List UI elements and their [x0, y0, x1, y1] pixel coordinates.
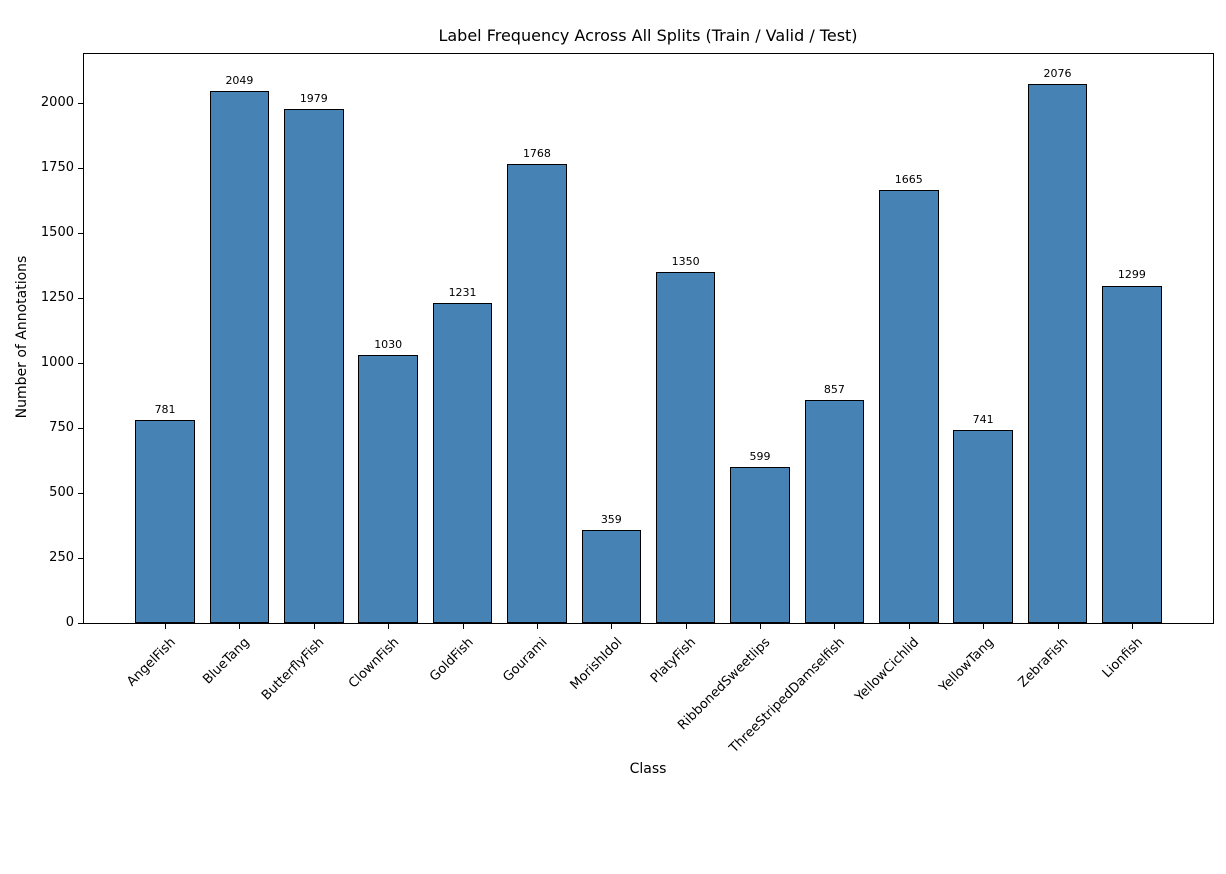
- x-tick-label: MorishIdol: [567, 635, 625, 693]
- x-tick-label: Lionfish: [1099, 635, 1146, 682]
- bar-value-label: 741: [972, 413, 994, 427]
- x-tick-label: YellowCichlid: [852, 635, 923, 705]
- bar-value-label: 2049: [225, 73, 254, 87]
- y-tick-label: 500: [49, 485, 74, 501]
- bar-YellowCichlid: [879, 190, 939, 623]
- x-tick-label: AngelFish: [124, 635, 179, 690]
- y-tick-mark: [78, 428, 83, 430]
- y-tick-label: 1500: [40, 225, 74, 241]
- y-tick-label: 750: [49, 420, 74, 436]
- bar-value-label: 599: [749, 450, 771, 464]
- bar-value-label: 1299: [1117, 268, 1146, 282]
- y-tick-label: 0: [65, 615, 74, 630]
- bar-Gourami: [507, 163, 567, 623]
- bar-MorishIdol: [581, 529, 642, 623]
- x-tick-label: GoldFish: [426, 635, 477, 685]
- x-tick-mark: [611, 624, 613, 629]
- bar-Lionfish: [1102, 285, 1162, 623]
- bar-ClownFish: [358, 355, 418, 623]
- bar-YellowTang: [953, 430, 1013, 623]
- plot-area: 0 250 500 750 1000 1250 1500 1750 2000 781 AngelFi…: [41, 53, 1214, 756]
- bar-value-label: 1665: [894, 173, 923, 187]
- bar-ThreeStripedDamselfish: [804, 400, 865, 623]
- x-tick-label: PlatyFish: [648, 635, 700, 687]
- x-tick-label: ZebraFish: [1015, 635, 1072, 691]
- y-tick-mark: [78, 558, 83, 560]
- y-tick-label: 2000: [40, 95, 74, 111]
- chart-title: Label Frequency Across All Splits (Train…: [438, 26, 858, 45]
- bar-value-label: 1768: [522, 146, 551, 160]
- x-tick-label: YellowTang: [936, 635, 997, 696]
- bar-GoldFish: [432, 303, 493, 623]
- x-tick-mark: [1131, 624, 1133, 629]
- x-tick-mark: [536, 624, 538, 629]
- x-tick-mark: [760, 624, 762, 629]
- bar-AngelFish: [135, 420, 195, 623]
- bar-RibbonedSweetlips: [730, 467, 790, 623]
- bar-value-label: 1231: [448, 286, 477, 300]
- x-tick-mark: [685, 624, 687, 629]
- x-tick-mark: [313, 624, 315, 629]
- bar-value-label: 1979: [299, 91, 328, 105]
- x-tick-mark: [165, 624, 167, 629]
- x-tick-mark: [834, 624, 836, 629]
- bar-PlatyFish: [655, 272, 716, 623]
- x-tick-mark: [239, 624, 241, 629]
- bar-value-label: 1350: [671, 255, 700, 269]
- y-tick-mark: [78, 168, 83, 170]
- y-tick-mark: [78, 623, 83, 624]
- bar-BlueTang: [209, 90, 270, 623]
- y-tick-mark: [78, 233, 83, 235]
- y-tick-mark: [78, 493, 83, 495]
- x-tick-mark: [388, 624, 390, 629]
- y-tick-mark: [78, 298, 83, 300]
- x-tick-label: Gourami: [500, 635, 551, 686]
- x-tick-label: ClownFish: [345, 635, 402, 692]
- y-tick-label: 1250: [40, 290, 74, 306]
- bar-value-label: 359: [600, 512, 622, 526]
- x-tick-mark: [983, 624, 985, 629]
- x-tick-label: BlueTang: [200, 635, 254, 688]
- x-tick-mark: [908, 624, 910, 629]
- y-axis-label: Number of Annotations: [14, 255, 30, 419]
- y-tick-label: 1750: [40, 160, 74, 176]
- y-tick-mark: [78, 103, 83, 105]
- bar-value-label: 2076: [1043, 66, 1072, 80]
- bar-value-label: 1030: [374, 338, 403, 352]
- y-tick-label: 250: [49, 550, 74, 566]
- y-tick-label: 1000: [40, 355, 74, 371]
- y-tick-mark: [78, 363, 83, 365]
- x-tick-label: ButterflyFish: [259, 635, 328, 704]
- x-axis-label: Class: [629, 761, 667, 777]
- x-tick-mark: [1057, 624, 1059, 629]
- bar-ZebraFish: [1027, 83, 1088, 623]
- bar-ButterflyFish: [284, 108, 344, 623]
- x-tick-mark: [462, 624, 464, 629]
- bar-value-label: 857: [823, 383, 845, 397]
- bar-value-label: 781: [154, 403, 176, 417]
